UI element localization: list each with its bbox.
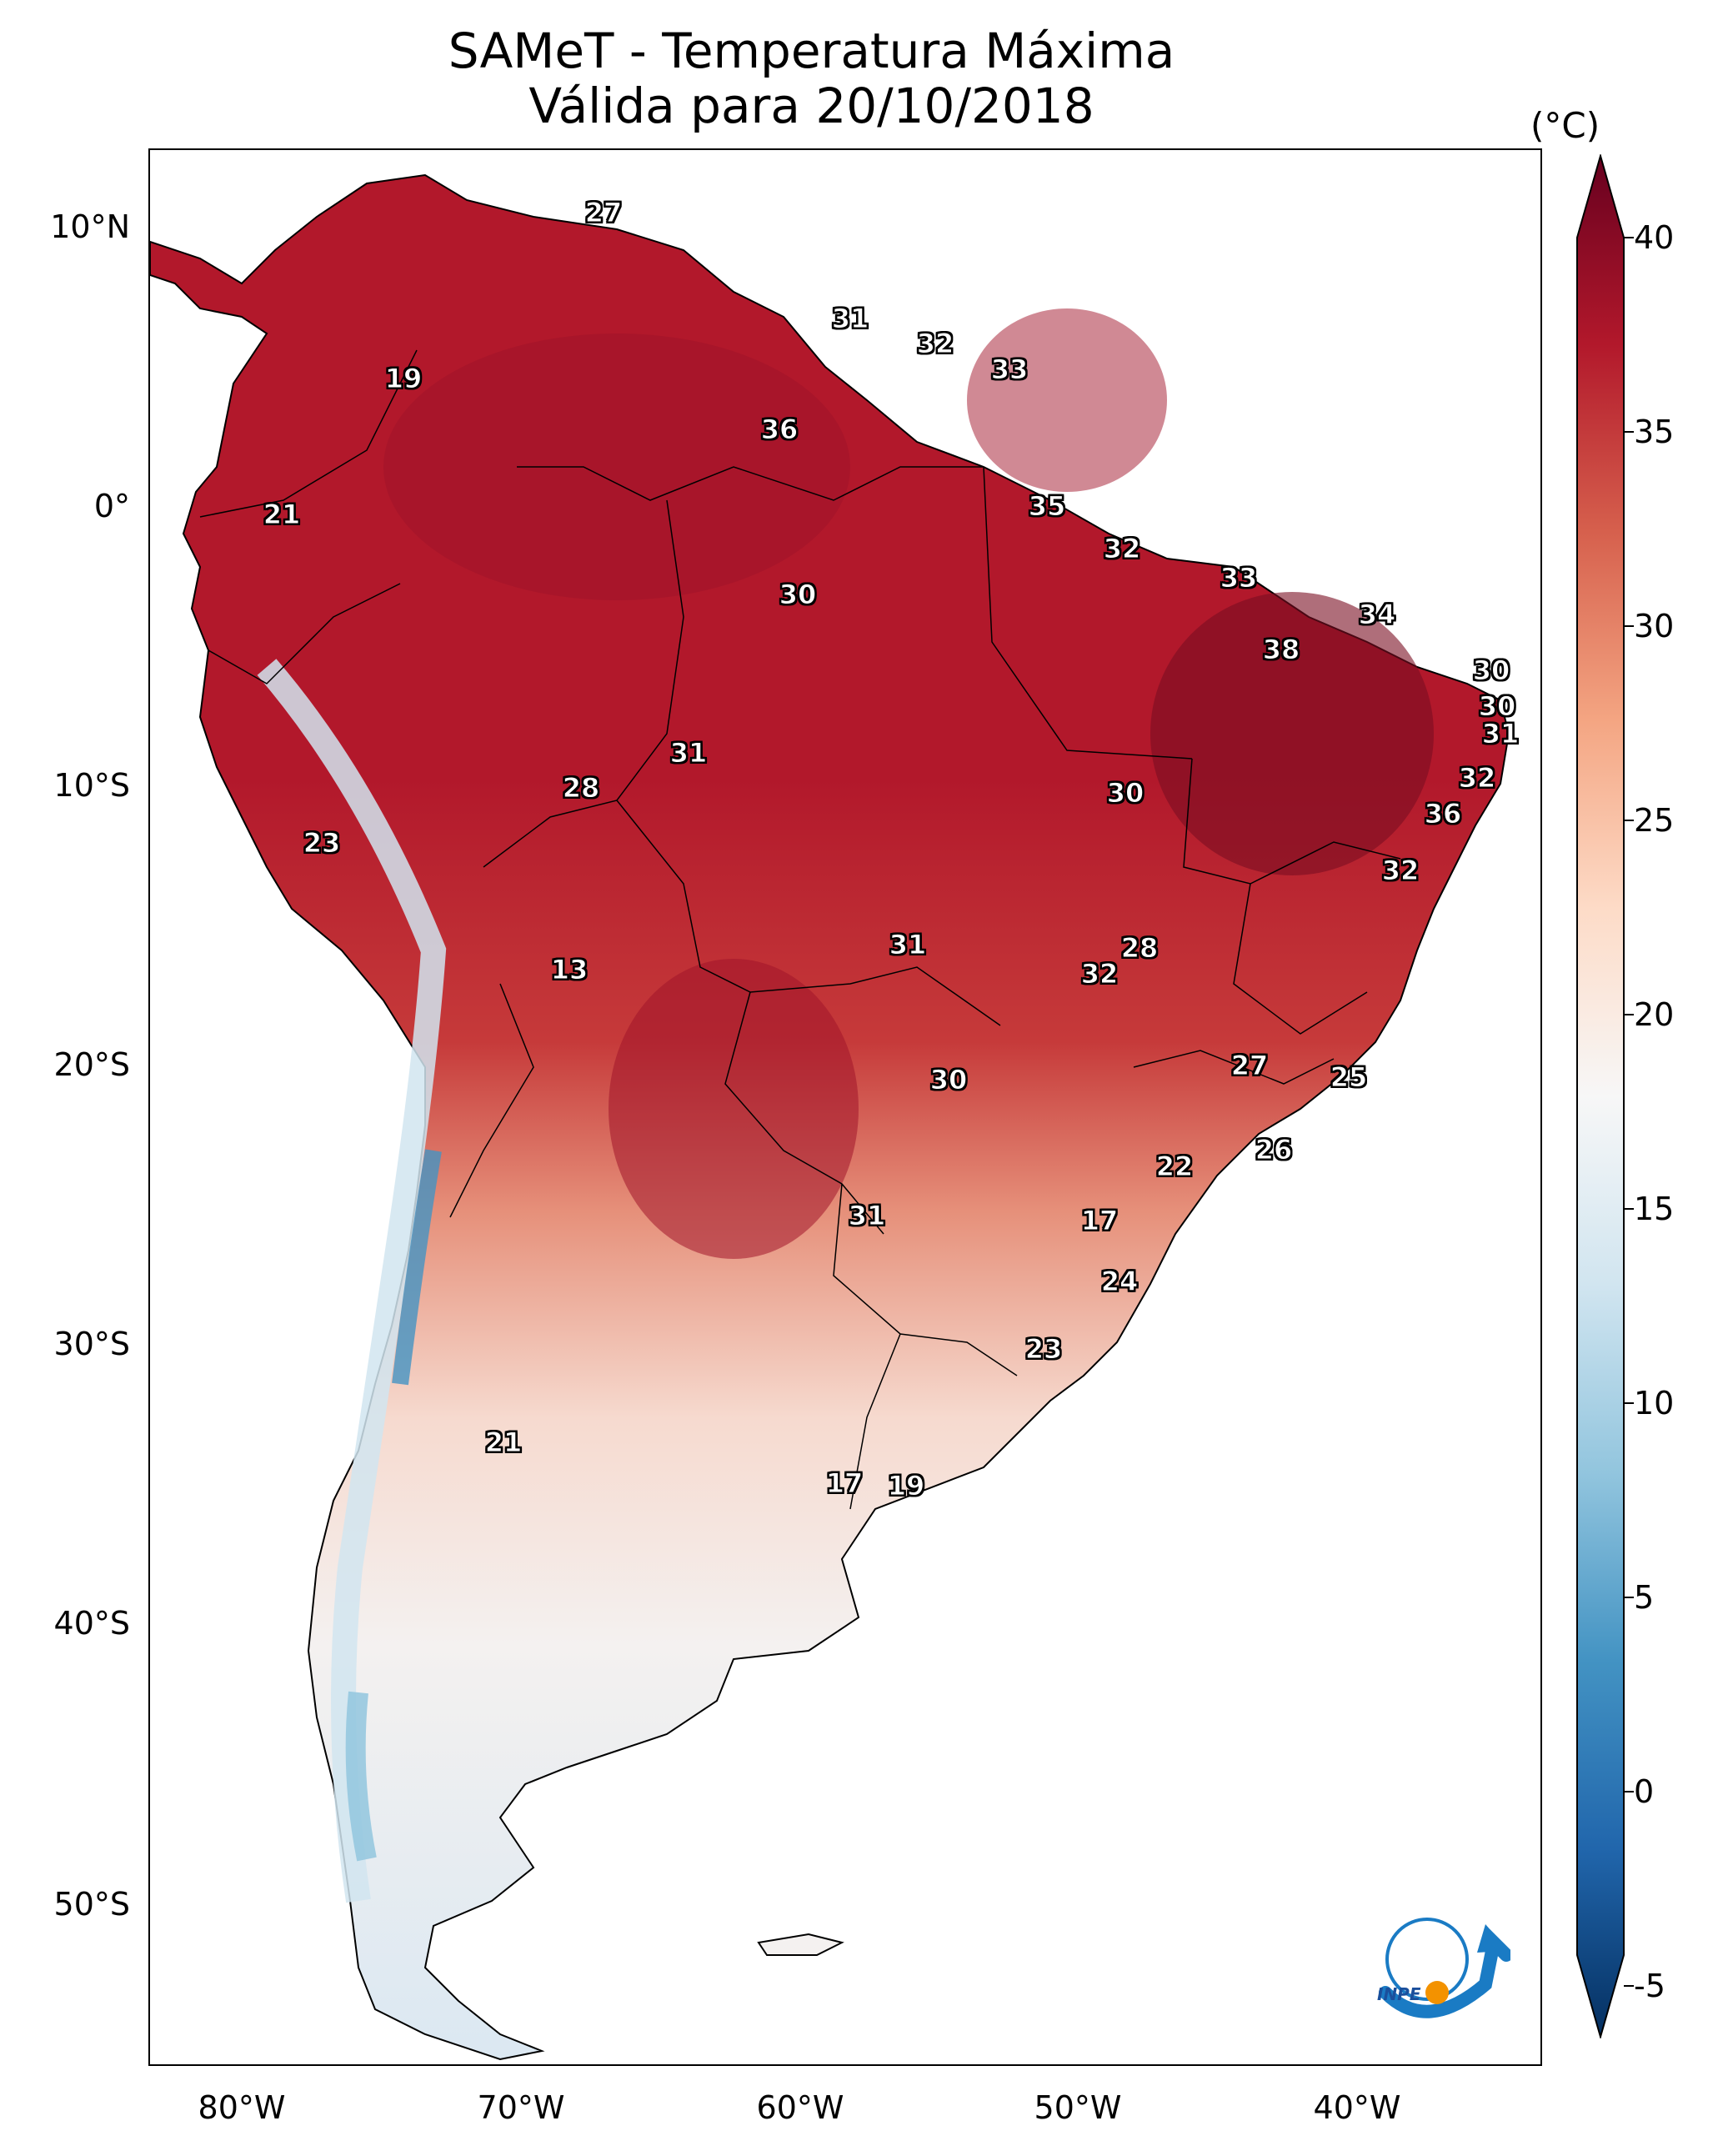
lon-label-50w: 50°W	[1034, 2089, 1122, 2126]
contour-label: 13	[550, 954, 589, 986]
contour-label: 21	[263, 499, 301, 531]
contour-label: 22	[1155, 1151, 1194, 1183]
contour-label: 32	[916, 328, 954, 360]
contour-label: 21	[484, 1426, 523, 1459]
contour-label: 31	[831, 303, 869, 335]
lon-label-80w: 80°W	[198, 2089, 286, 2126]
contour-label: 32	[1381, 855, 1420, 887]
lat-label-10n: 10°N	[50, 208, 130, 245]
map-title: SAMeT - Temperatura Máxima	[448, 23, 1175, 79]
contour-label: 36	[760, 414, 799, 446]
lat-label-50s: 50°S	[53, 1886, 130, 1923]
lat-label-20s: 20°S	[53, 1046, 130, 1083]
colorbar-unit: (°C)	[1530, 105, 1600, 146]
colorbar-label-40: 40	[1634, 219, 1675, 256]
contour-label: 19	[887, 1470, 925, 1502]
inpe-logo-text: INPE	[1377, 1984, 1421, 2004]
contour-label: 35	[1028, 490, 1066, 523]
contour-label: 31	[669, 737, 708, 770]
contour-label: 31	[1481, 718, 1520, 750]
contour-label: 33	[990, 353, 1029, 386]
map-subtitle: Válida para 20/10/2018	[528, 78, 1094, 134]
lon-label-60w: 60°W	[756, 2089, 844, 2126]
contour-label: 30	[1472, 654, 1510, 687]
lat-label-40s: 40°S	[53, 1605, 130, 1642]
temperature-map	[150, 173, 1510, 2061]
contour-label: 25	[1330, 1061, 1368, 1094]
contour-label: 30	[1478, 690, 1516, 723]
contour-label: 33	[1220, 562, 1258, 594]
contour-label: 17	[1080, 1205, 1119, 1237]
contour-label: 31	[889, 929, 927, 961]
contour-label: 19	[384, 363, 423, 395]
contour-label: 32	[1103, 533, 1141, 565]
contour-label: 32	[1080, 958, 1119, 990]
country-borders	[199, 349, 1401, 1510]
contour-label: 36	[1424, 798, 1462, 830]
colorbar-label-10: 10	[1634, 1385, 1675, 1421]
lat-label-10s: 10°S	[53, 767, 130, 804]
contour-label: 23	[303, 827, 341, 860]
colorbar-label-minus5: -5	[1634, 1968, 1665, 2004]
colorbar-label-25: 25	[1634, 802, 1675, 839]
contour-label: 17	[825, 1467, 864, 1500]
contour-label: 28	[562, 772, 600, 805]
lon-label-40w: 40°W	[1313, 2089, 1401, 2126]
contour-label: 28	[1120, 932, 1159, 965]
contour-label: 34	[1358, 599, 1396, 631]
inpe-logo	[1379, 1918, 1510, 2018]
contour-label: 26	[1255, 1134, 1293, 1166]
contour-label: 31	[848, 1200, 886, 1232]
lat-label-30s: 30°S	[53, 1326, 130, 1362]
contour-label: 27	[1230, 1050, 1269, 1082]
contour-label: 30	[1106, 777, 1144, 810]
contour-label: 38	[1262, 634, 1300, 666]
lat-label-0: 0°	[93, 488, 130, 524]
contour-label: 30	[929, 1064, 968, 1096]
colorbar-label-0: 0	[1634, 1773, 1655, 1810]
map-area	[148, 148, 1542, 2066]
contour-label: 30	[779, 579, 817, 611]
colorbar	[1576, 154, 1625, 2038]
colorbar-label-35: 35	[1634, 414, 1675, 450]
contour-label: 32	[1458, 762, 1496, 795]
colorbar-label-20: 20	[1634, 996, 1675, 1033]
contour-label: 23	[1024, 1333, 1063, 1366]
colorbar-ticks	[1624, 237, 1634, 1987]
lon-label-70w: 70°W	[477, 2089, 565, 2126]
contour-label: 24	[1100, 1266, 1139, 1298]
colorbar-label-30: 30	[1634, 608, 1675, 644]
colorbar-label-15: 15	[1634, 1191, 1675, 1227]
contour-label: 27	[584, 197, 623, 229]
colorbar-label-5: 5	[1634, 1579, 1655, 1616]
